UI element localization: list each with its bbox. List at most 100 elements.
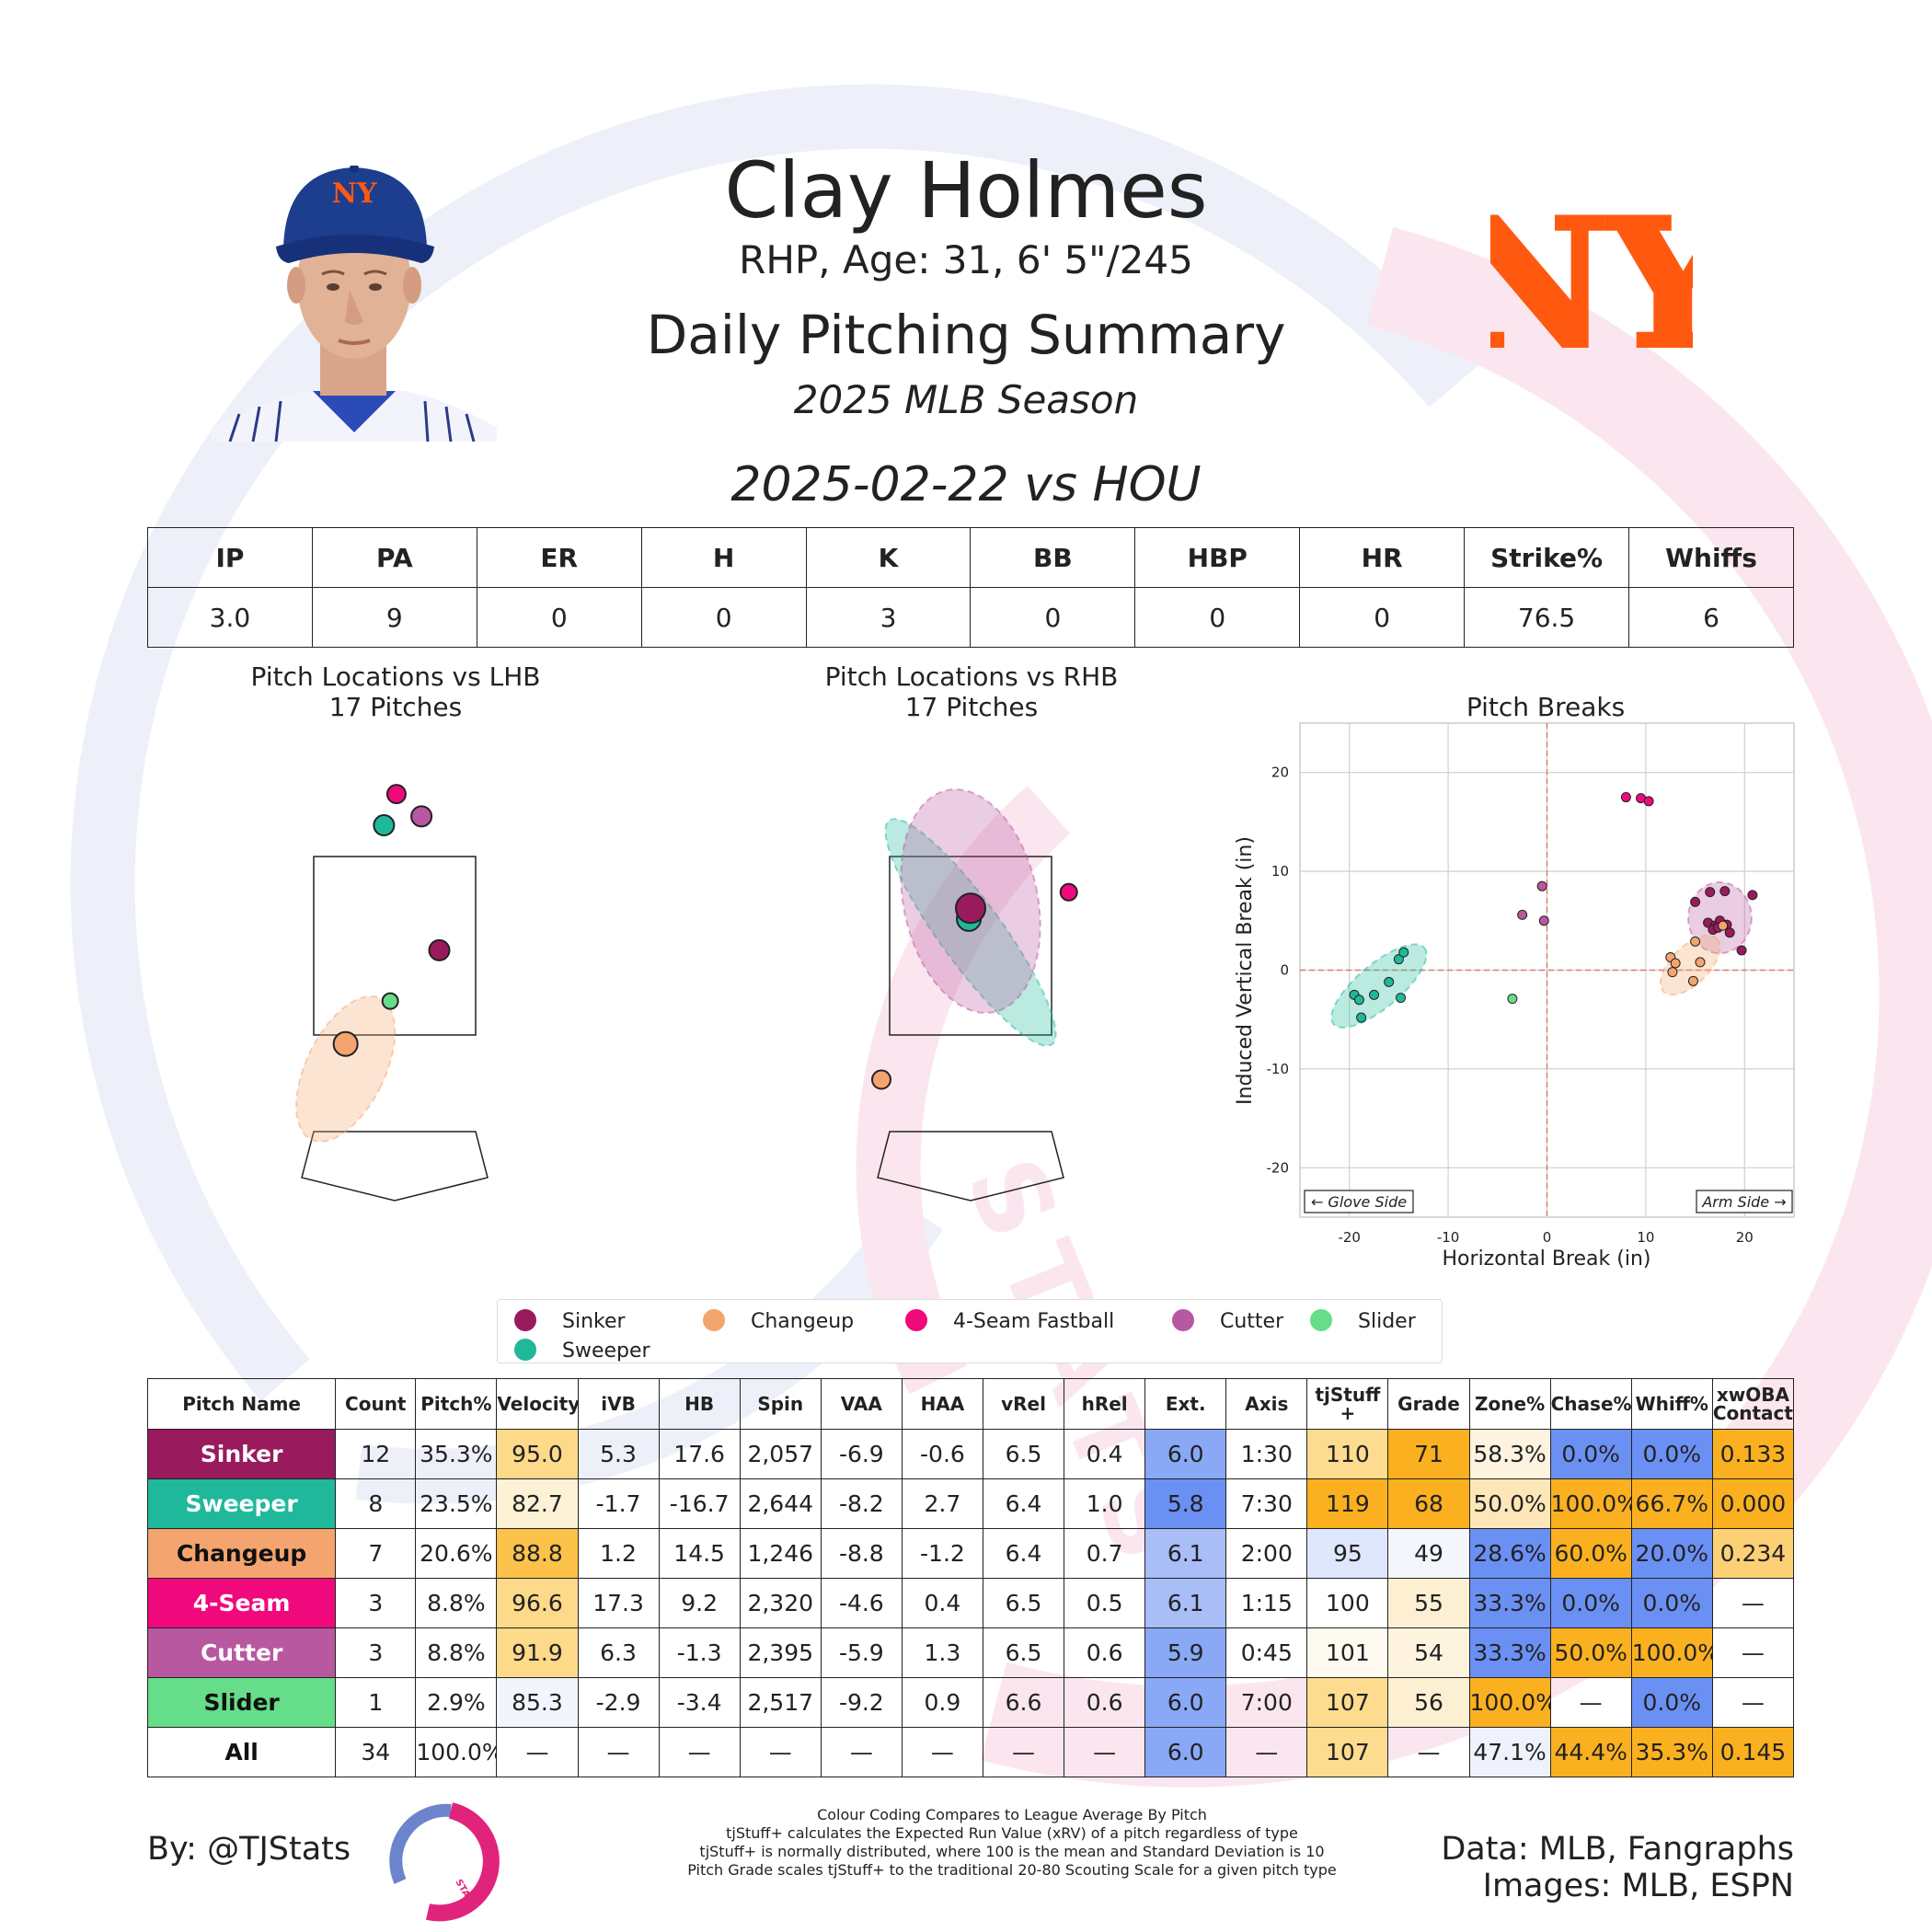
chart-title: Pitch Breaks: [1466, 692, 1625, 722]
table-cell-hrel: 0.5: [1064, 1578, 1146, 1628]
pitch-name-cell: Cutter: [146, 1627, 337, 1678]
strike-zone: [889, 856, 1052, 1036]
table-cell-zone: 33.3%: [1468, 1627, 1551, 1678]
column-header-chase: Chase%: [1549, 1378, 1632, 1430]
table-cell-xwoba-contact: —: [1711, 1578, 1795, 1628]
legend-item-4-seam-fastball: 4-Seam Fastball: [905, 1309, 1114, 1333]
stat-value-k: 3: [805, 587, 972, 648]
table-cell-ext: 6.1: [1144, 1578, 1227, 1628]
table-cell-haa: -0.6: [901, 1429, 983, 1479]
table-cell-zone: 33.3%: [1468, 1578, 1551, 1628]
cutter-point: [1536, 880, 1547, 891]
changeup-legend-marker: [703, 1309, 725, 1331]
table-cell-grade: 55: [1387, 1578, 1470, 1628]
sinker-point: [1736, 945, 1747, 956]
table-cell-hb: 9.2: [658, 1578, 741, 1628]
column-header-pitch-name: Pitch Name: [146, 1378, 337, 1430]
pitch-breaks-chart: Pitch Breaks -20 -10 0 10 20 20 10 0 -10 -20 ← Gl…: [1234, 692, 1795, 1271]
slider-point: [381, 992, 399, 1010]
column-header-ext: Ext.: [1144, 1378, 1227, 1430]
column-header-haa: HAA: [901, 1378, 983, 1430]
legend-item-changeup: Changeup: [703, 1309, 854, 1333]
table-cell-hb: -3.4: [658, 1677, 741, 1728]
table-cell-spin: 2,517: [739, 1677, 822, 1728]
table-cell-chase: 44.4%: [1549, 1727, 1632, 1777]
image-source: Images: MLB, ESPN: [1482, 1868, 1794, 1904]
column-header-grade: Grade: [1387, 1378, 1470, 1430]
table-cell-count: 7: [335, 1528, 417, 1579]
sinker-point: [1724, 927, 1735, 938]
arm-side-label: Arm Side →: [1701, 1193, 1786, 1211]
table-cell-ext: 5.9: [1144, 1627, 1227, 1678]
table-cell-chase: 60.0%: [1549, 1528, 1632, 1579]
table-cell-ext: 6.0: [1144, 1677, 1227, 1728]
cutter-point: [410, 805, 433, 828]
pitch-name-cell: Changeup: [146, 1528, 337, 1579]
table-cell-whiff: 66.7%: [1630, 1478, 1713, 1529]
table-cell-pitch: 100.0%: [415, 1727, 498, 1777]
stat-value-er: 0: [476, 587, 642, 648]
x-tick-label: 20: [1736, 1229, 1754, 1246]
table-cell-spin: 2,395: [739, 1627, 822, 1678]
column-header-whiff: Whiff%: [1630, 1378, 1713, 1430]
sweeper-point: [373, 814, 396, 837]
stat-header-h: H: [640, 527, 807, 588]
y-axis-label: Induced Vertical Break (in): [1234, 836, 1257, 1105]
legend-item-sinker: Sinker: [514, 1309, 627, 1333]
x-tick-label: 10: [1637, 1229, 1654, 1246]
stat-header-k: K: [805, 527, 972, 588]
table-cell-haa: 0.4: [901, 1578, 983, 1628]
stat-value-pa: 9: [311, 587, 477, 648]
report-title: Daily Pitching Summary: [646, 304, 1286, 366]
table-cell-spin: 2,057: [739, 1429, 822, 1479]
x-axis-label: Horizontal Break (in): [1443, 1248, 1651, 1271]
table-cell-haa: 1.3: [901, 1627, 983, 1678]
table-cell-xwoba-contact: 0.133: [1711, 1429, 1795, 1479]
table-cell-tjstuff: 119: [1306, 1478, 1389, 1529]
player-bio: RHP, Age: 31, 6' 5"/245: [739, 237, 1193, 282]
chart-subtitle: 17 Pitches: [329, 692, 463, 722]
4-seam-fastball-point: [1059, 882, 1078, 902]
sweeper-point: [1393, 954, 1404, 965]
table-cell-whiff: 35.3%: [1630, 1727, 1713, 1777]
changeup-point: [1718, 920, 1729, 931]
table-cell-velocity: 88.8: [496, 1528, 579, 1579]
stat-header-hr: HR: [1299, 527, 1466, 588]
table-cell-tjstuff: 100: [1306, 1578, 1389, 1628]
table-cell-ext: 6.0: [1144, 1727, 1227, 1777]
table-cell-hrel: 0.4: [1064, 1429, 1146, 1479]
pitch-name-cell: Sinker: [146, 1429, 337, 1479]
table-cell-tjstuff: 110: [1306, 1429, 1389, 1479]
column-header-tjstuff: tjStuff +: [1306, 1378, 1389, 1430]
table-cell-xwoba-contact: —: [1711, 1627, 1795, 1678]
table-cell-count: 34: [335, 1727, 417, 1777]
table-cell-velocity: 85.3: [496, 1677, 579, 1728]
y-tick-label: 20: [1271, 765, 1289, 781]
table-cell-grade: 49: [1387, 1528, 1470, 1579]
sweeper-point: [1384, 976, 1395, 987]
changeup-point: [1690, 936, 1701, 947]
table-cell-pitch: 23.5%: [415, 1478, 498, 1529]
x-tick-label: 0: [1543, 1229, 1552, 1246]
column-header-pitch: Pitch%: [415, 1378, 498, 1430]
table-cell-hrel: —: [1064, 1727, 1146, 1777]
table-cell-grade: —: [1387, 1727, 1470, 1777]
4-seam-fastball-point: [1620, 792, 1631, 803]
changeup-point: [1695, 957, 1706, 968]
legend-label: Sinker: [562, 1310, 627, 1333]
table-cell-spin: —: [739, 1727, 822, 1777]
pitch-table-header-row: Pitch Name Count Pitch% Velocity iVB HB Spin VA…: [146, 1378, 1795, 1430]
column-header-vrel: vRel: [982, 1378, 1065, 1430]
table-cell-hb: -16.7: [658, 1478, 741, 1529]
table-cell-axis: —: [1225, 1727, 1308, 1777]
sinker-legend-marker: [514, 1309, 536, 1331]
table-cell-chase: —: [1549, 1677, 1632, 1728]
sweeper-point: [1398, 947, 1409, 958]
table-cell-haa: —: [901, 1727, 983, 1777]
season-label: 2025 MLB Season: [793, 377, 1139, 422]
footnote: Pitch Grade scales tjStuff+ to the tradi…: [687, 1861, 1337, 1879]
stat-value-h: 0: [640, 587, 807, 648]
table-cell-tjstuff: 107: [1306, 1727, 1389, 1777]
stat-header-bb: BB: [970, 527, 1136, 588]
column-header-axis: Axis: [1225, 1378, 1308, 1430]
